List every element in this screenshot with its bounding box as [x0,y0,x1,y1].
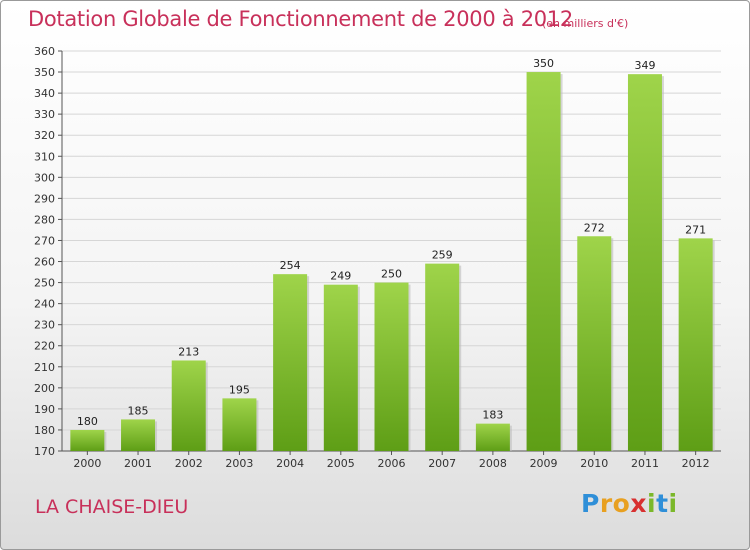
y-tick-label: 220 [34,340,55,353]
y-tick-label: 350 [34,66,55,79]
x-tick-label: 2000 [73,457,101,470]
y-tick-label: 310 [34,150,55,163]
y-tick-label: 170 [34,445,55,458]
y-tick-label: 320 [34,129,55,142]
y-tick-label: 230 [34,319,55,332]
y-tick-label: 290 [34,192,55,205]
bar [121,419,156,451]
data-label: 249 [330,270,351,283]
data-label: 271 [685,223,706,236]
commune-name: LA CHAISE-DIEU [35,496,189,518]
y-tick-label: 360 [34,45,55,58]
bar [678,238,713,451]
y-tick-label: 260 [34,256,55,269]
x-tick-label: 2002 [175,457,203,470]
y-tick-label: 250 [34,277,55,290]
y-tick-label: 190 [34,403,55,416]
bar [171,360,206,451]
bar [577,236,612,451]
bar [425,263,460,451]
bar [526,72,561,451]
bar [627,74,662,451]
y-tick-label: 330 [34,108,55,121]
y-tick-label: 280 [34,213,55,226]
data-label: 213 [178,345,199,358]
bar [323,284,358,451]
y-tick-label: 300 [34,171,55,184]
x-tick-label: 2008 [479,457,507,470]
y-tick-label: 270 [34,234,55,247]
data-label: 195 [229,383,250,396]
chart-title: Dotation Globale de Fonctionnement de 20… [28,7,573,31]
data-label: 180 [77,415,98,428]
x-tick-label: 2010 [580,457,608,470]
data-label: 350 [533,57,554,70]
y-tick-label: 210 [34,361,55,374]
bar [70,429,105,451]
logo-letter: o [612,489,631,518]
y-tick-label: 180 [34,424,55,437]
data-labels: 180 185 213 195 254 249 250 259 183 350 272 349 271 [77,57,706,428]
data-label: 272 [584,221,605,234]
x-tick-label: 2003 [225,457,253,470]
logo-letter: P [581,489,600,518]
x-tick-label: 2012 [682,457,710,470]
x-tick-label: 2011 [631,457,659,470]
x-tick-label: 2009 [530,457,558,470]
data-label: 259 [432,249,453,262]
data-label: 349 [634,59,655,72]
logo-letter: t [656,489,669,518]
x-tick-label: 2005 [327,457,355,470]
x-tick-label: 2007 [428,457,456,470]
bar [475,423,510,451]
bar [273,274,308,451]
logo-letter: i [647,489,657,518]
data-label: 250 [381,268,402,281]
x-tick-label: 2004 [276,457,304,470]
x-tick-label: 2006 [378,457,406,470]
axes: 170 180 190 200 210 220 230 240 250 260 270 280 290 3… [34,45,721,470]
data-label: 183 [482,409,503,422]
bars [70,72,715,451]
logo-letter: r [599,489,613,518]
proxiti-logo: Proxiti [581,489,678,518]
chart-subtitle: (en milliers d'€) [542,17,629,30]
logo-letter: i [668,489,678,518]
data-label: 185 [128,404,149,417]
bar [222,398,257,451]
x-tick-label: 2001 [124,457,152,470]
data-label: 254 [280,259,301,272]
y-tick-label: 240 [34,298,55,311]
logo-letter: x [630,489,647,518]
y-tick-label: 340 [34,87,55,100]
bar [374,282,409,451]
y-tick-label: 200 [34,382,55,395]
